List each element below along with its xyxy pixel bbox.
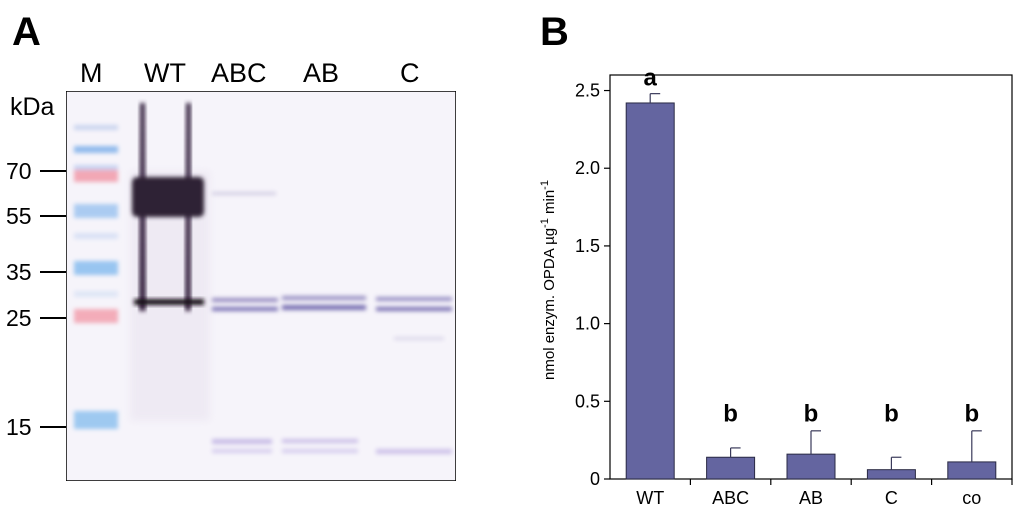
blot-frame — [66, 91, 456, 481]
bar-co — [947, 461, 997, 480]
y-tick-label: 0.5 — [575, 391, 600, 411]
y-tick-label: 1.5 — [575, 236, 600, 256]
y-axis-ticks: 0 0.5 1.0 1.5 2.0 2.5 — [575, 81, 610, 489]
bar-c — [866, 469, 916, 480]
y-label-main: nmol enzym. OPDA µg — [541, 228, 558, 380]
lane-label-wt: WT — [144, 58, 186, 88]
significance-label-wt: a — [644, 65, 658, 92]
y-label-mid: min — [541, 190, 558, 218]
kda-unit-label: kDa — [10, 93, 55, 121]
marker-label-35: 35 — [6, 259, 32, 285]
marker-tick-25 — [40, 317, 66, 319]
significance-labels-group: a b b b b — [644, 65, 980, 428]
lane-label-ab: AB — [303, 58, 340, 88]
significance-label-abc: b — [723, 401, 738, 428]
bars-group — [625, 102, 997, 480]
y-axis-label: nmol enzym. OPDA µg-1 min-1 — [540, 180, 558, 380]
abc-lane-bands — [212, 192, 278, 453]
y-tick-label: 2.0 — [575, 158, 600, 178]
wt-lane-bands — [130, 103, 210, 421]
bar-ab — [786, 453, 836, 480]
marker-ladder — [74, 125, 118, 429]
marker-label-55: 55 — [6, 203, 32, 229]
lane-label-m: M — [80, 58, 103, 88]
marker-tick-55 — [40, 215, 66, 217]
y-tick-label: 2.5 — [575, 81, 600, 101]
marker-tick-70 — [40, 170, 66, 172]
western-blot-image — [66, 91, 456, 481]
marker-tick-35 — [40, 271, 66, 273]
lane-label-abc: ABC — [211, 58, 267, 88]
error-bars-group — [649, 93, 982, 470]
x-tick-label-ab: AB — [799, 488, 823, 508]
panel-b-letter: B — [540, 10, 569, 54]
bar-wt — [625, 102, 675, 480]
y-label-sup2: -1 — [540, 180, 551, 190]
marker-label-25: 25 — [6, 305, 32, 331]
bar-abc — [706, 456, 756, 480]
significance-label-ab: b — [804, 401, 819, 428]
x-tick-label-abc: ABC — [712, 488, 749, 508]
x-tick-label-co: co — [962, 488, 981, 508]
lane-label-c: C — [400, 58, 420, 88]
c-lane-bands — [376, 297, 452, 454]
x-tick-label-c: C — [885, 488, 898, 508]
ab-lane-bands — [282, 296, 366, 453]
marker-label-70: 70 — [6, 158, 32, 184]
significance-label-co: b — [964, 401, 979, 428]
panel-a-letter: A — [12, 10, 41, 54]
significance-label-c: b — [884, 401, 899, 428]
y-label-sup1: -1 — [540, 218, 551, 228]
y-tick-label: 1.0 — [575, 314, 600, 334]
y-tick-label: 0 — [590, 469, 600, 489]
marker-tick-15 — [40, 426, 66, 428]
marker-label-15: 15 — [6, 414, 32, 440]
x-tick-label-wt: WT — [636, 488, 664, 508]
